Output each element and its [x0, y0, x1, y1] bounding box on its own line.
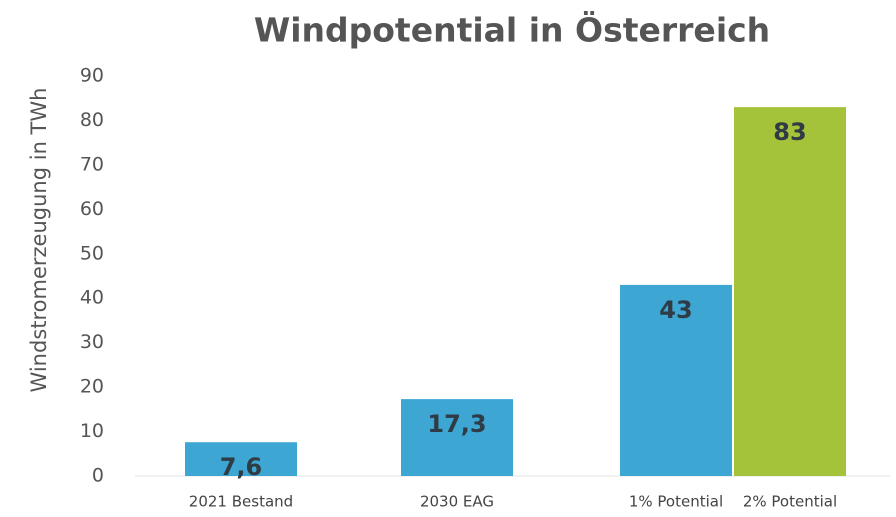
bar: [185, 442, 297, 476]
bar: [620, 284, 732, 476]
bar: [734, 107, 846, 476]
y-tick-label: 90: [80, 65, 104, 87]
value-label: 43: [659, 296, 692, 324]
y-tick-label: 0: [92, 465, 104, 487]
y-tick-label: 70: [80, 153, 104, 175]
y-tick-label: 80: [80, 109, 104, 131]
value-label: 83: [773, 118, 806, 146]
value-label: 17,3: [427, 410, 486, 438]
y-tick-label: 50: [80, 242, 104, 264]
x-tick-label: 2030 EAG: [420, 493, 494, 511]
y-tick-label: 10: [80, 420, 104, 442]
x-tick-label: 2021 Bestand: [189, 493, 293, 511]
y-tick-label: 20: [80, 376, 104, 398]
y-tick-label: 60: [80, 198, 104, 220]
y-tick-label: 40: [80, 287, 104, 309]
x-tick-label: 1% Potential: [629, 493, 723, 511]
y-axis-label: Windstromerzeugung in TWh: [27, 88, 51, 393]
y-tick-label: 30: [80, 331, 104, 353]
chart-title: Windpotential in Österreich: [254, 10, 770, 50]
bar: [401, 399, 513, 476]
value-label: 7,6: [220, 453, 263, 481]
x-tick-label: 2% Potential: [743, 493, 837, 511]
